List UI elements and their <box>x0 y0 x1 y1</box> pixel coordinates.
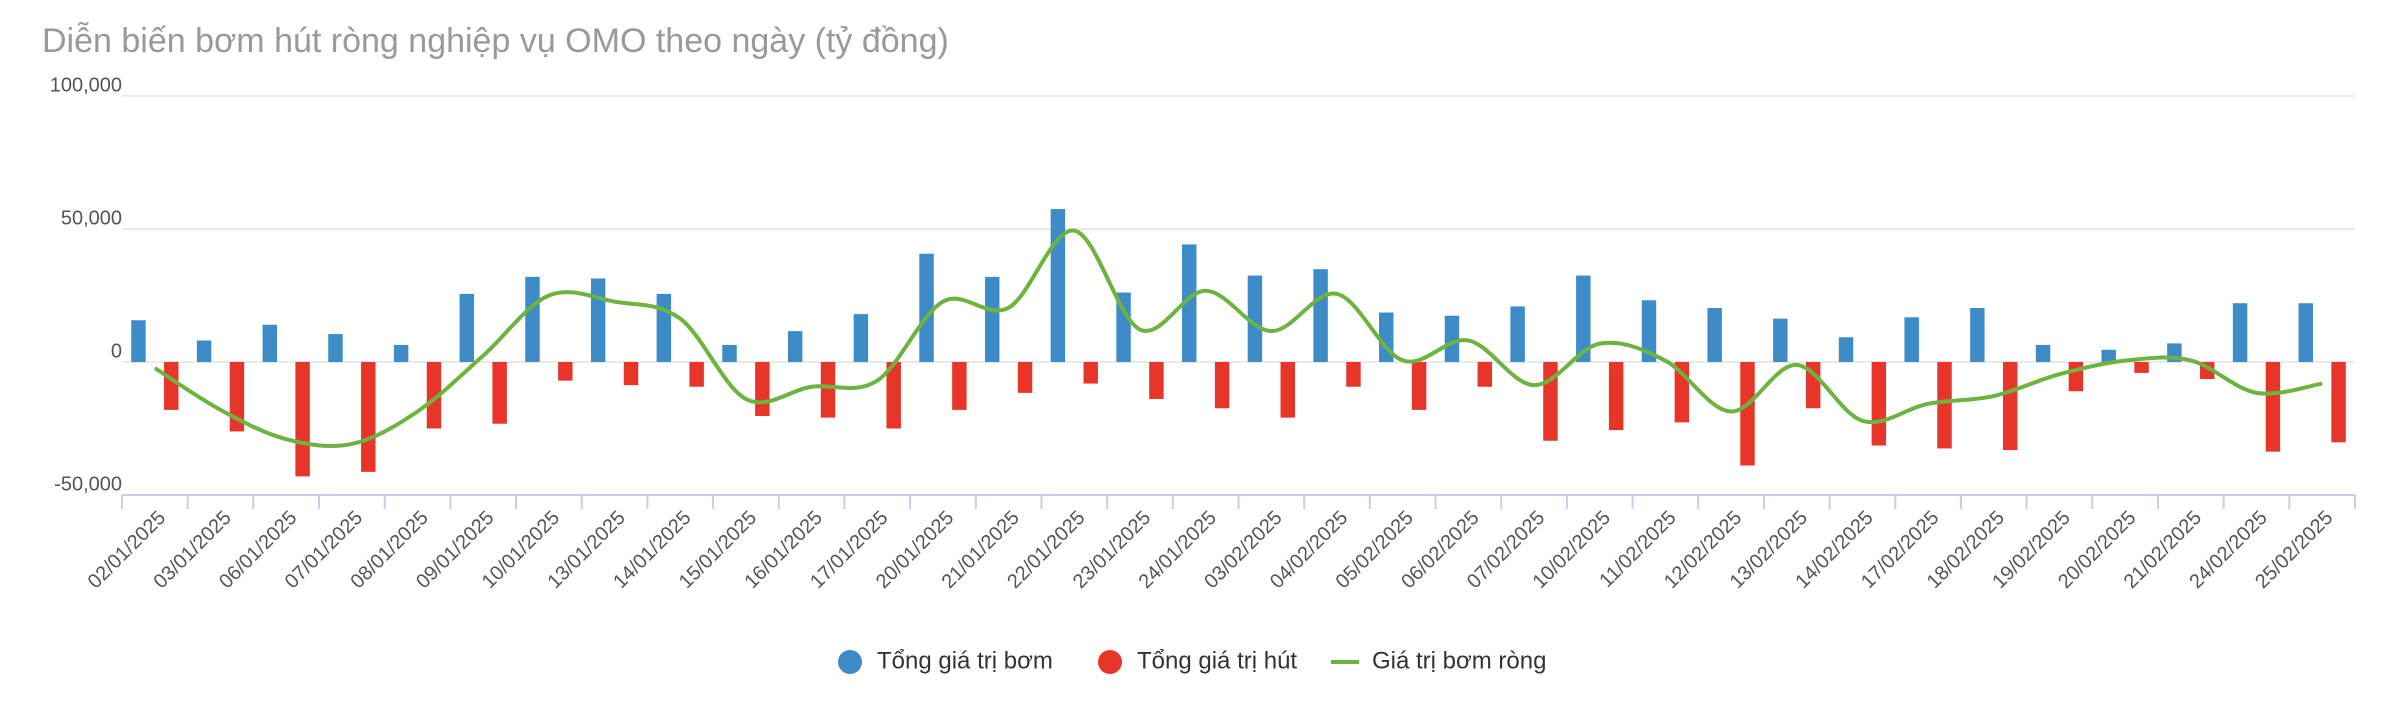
bar <box>328 334 343 362</box>
bar <box>1707 308 1722 362</box>
bar <box>1050 209 1066 362</box>
bar <box>1641 300 1657 362</box>
bar <box>2232 303 2248 362</box>
bar <box>1838 337 1854 362</box>
bar <box>196 340 212 362</box>
bar <box>1411 362 1427 410</box>
bar <box>689 362 704 387</box>
bar <box>1182 244 1197 362</box>
bar <box>393 344 409 362</box>
bar <box>820 362 836 418</box>
legend-label[interactable]: Giá trị bơm ròng <box>1372 647 1546 674</box>
bar <box>164 362 179 410</box>
bar <box>2035 344 2051 362</box>
bar <box>1149 362 1164 399</box>
bar <box>492 362 507 424</box>
bar <box>886 362 901 429</box>
bar <box>623 362 639 386</box>
bar <box>1116 292 1131 362</box>
bar <box>2002 362 2018 451</box>
bar <box>1313 269 1328 362</box>
bar <box>1576 275 1591 362</box>
bar <box>952 362 967 410</box>
bar <box>1904 317 1919 362</box>
bar <box>1214 362 1230 409</box>
bar <box>1444 315 1460 362</box>
y-tick-label: 50,000 <box>61 207 122 229</box>
bar <box>984 276 1000 362</box>
bar <box>656 293 672 362</box>
bar <box>722 344 737 362</box>
bar <box>2331 362 2346 443</box>
bar <box>295 362 310 477</box>
bar <box>1280 362 1295 418</box>
bar <box>262 324 277 362</box>
bar <box>229 362 245 432</box>
bar <box>2298 303 2313 362</box>
y-tick-label: 0 <box>111 340 122 362</box>
bar <box>459 293 475 362</box>
bar <box>2134 362 2149 373</box>
bar <box>1937 362 1952 449</box>
bar <box>1083 362 1098 384</box>
legend-label[interactable]: Tổng giá trị bơm <box>877 647 1053 674</box>
bar <box>1740 362 1755 466</box>
legend-label[interactable]: Tổng giá trị hút <box>1137 647 1297 674</box>
bar <box>853 314 869 362</box>
line <box>153 228 2323 448</box>
bar <box>1017 362 1033 393</box>
legend-swatch <box>1098 650 1122 674</box>
bar <box>426 362 442 429</box>
bar <box>525 276 540 362</box>
bar <box>1477 362 1493 387</box>
bar <box>1970 308 1985 362</box>
y-tick-label: 100,000 <box>50 74 122 96</box>
chart-title: Diễn biến bơm hút ròng nghiệp vụ OMO the… <box>42 22 949 60</box>
bar <box>131 320 146 362</box>
bar <box>919 253 934 362</box>
bar <box>2068 362 2084 392</box>
y-tick-label: -50,000 <box>54 473 122 495</box>
bar <box>755 362 770 416</box>
bar <box>787 331 803 362</box>
bar <box>2265 362 2281 452</box>
bar <box>1510 306 1525 362</box>
bar <box>361 362 376 472</box>
bar <box>1773 318 1788 362</box>
bar <box>1871 362 1887 446</box>
bar <box>1805 362 1821 409</box>
bar <box>1608 362 1624 431</box>
bar <box>558 362 573 381</box>
bar <box>590 278 606 362</box>
bar <box>2101 349 2116 362</box>
bar <box>1247 275 1263 362</box>
bar <box>1346 362 1361 387</box>
legend-swatch <box>838 650 862 674</box>
